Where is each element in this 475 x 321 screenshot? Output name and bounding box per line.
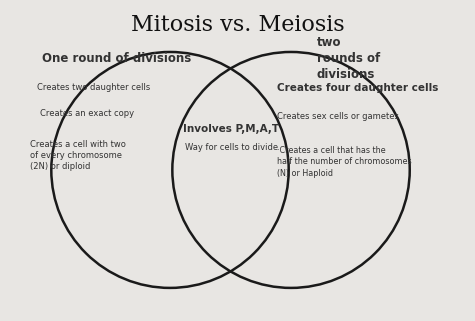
Text: two
rounds of
divisions: two rounds of divisions [317,36,380,81]
Text: Creates an exact copy: Creates an exact copy [40,108,134,117]
Text: Mitosis vs. Meiosis: Mitosis vs. Meiosis [131,14,344,36]
Text: Creates two daughter cells: Creates two daughter cells [38,83,151,92]
Text: ·Creates a cell that has the
half the number of chromosomes
(N) or Haploid: ·Creates a cell that has the half the nu… [277,146,412,178]
Text: Involves P,M,A,T: Involves P,M,A,T [183,124,279,134]
Text: Creates sex cells or gametes: Creates sex cells or gametes [277,112,399,121]
Text: Creates four daughter cells: Creates four daughter cells [277,83,438,93]
Text: One round of divisions: One round of divisions [42,52,191,65]
Text: Creates a cell with two
of every chromosome
(2N) or diploid: Creates a cell with two of every chromos… [30,140,126,171]
Text: Way for cells to divide: Way for cells to divide [185,143,278,152]
